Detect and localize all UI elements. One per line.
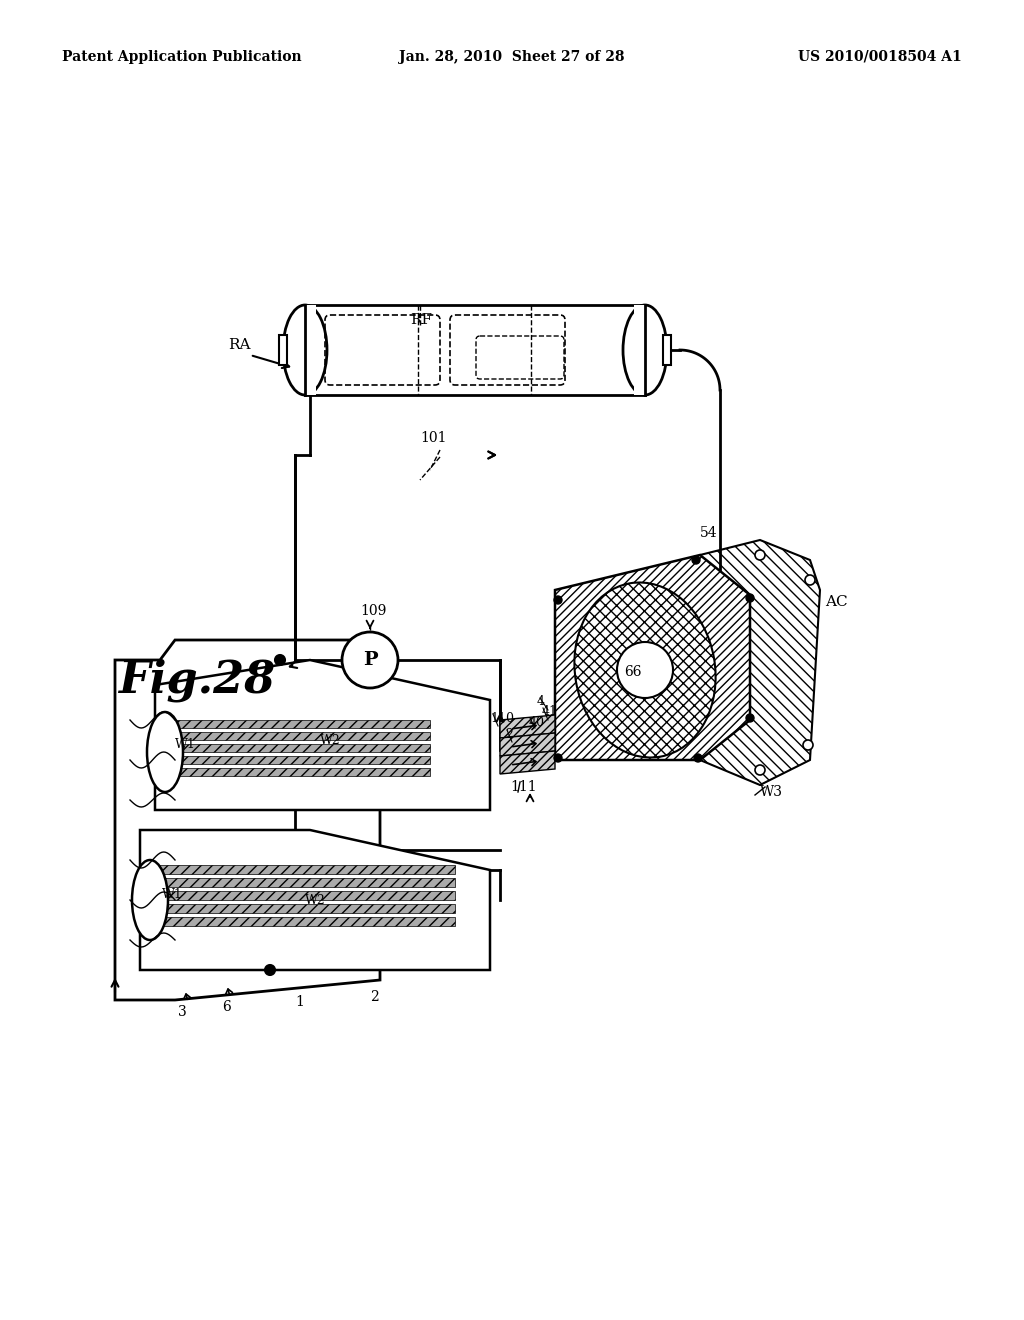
Text: 111: 111 [510, 780, 537, 795]
Text: W2: W2 [305, 894, 326, 907]
Polygon shape [170, 744, 430, 752]
Polygon shape [170, 733, 430, 741]
Text: 6: 6 [222, 1001, 230, 1014]
Polygon shape [555, 554, 750, 760]
Circle shape [554, 597, 562, 605]
Bar [663, 335, 671, 366]
Circle shape [554, 754, 562, 762]
Circle shape [275, 655, 285, 665]
Bar [279, 335, 287, 366]
Polygon shape [500, 751, 555, 774]
Circle shape [617, 642, 673, 698]
Circle shape [755, 766, 765, 775]
Text: 66: 66 [625, 665, 642, 678]
Circle shape [694, 754, 702, 762]
Text: 41: 41 [542, 705, 558, 718]
Text: Jan. 28, 2010  Sheet 27 of 28: Jan. 28, 2010 Sheet 27 of 28 [399, 50, 625, 63]
Text: 1: 1 [295, 995, 304, 1008]
Circle shape [755, 550, 765, 560]
Text: 4: 4 [537, 696, 545, 708]
Bar [634, 305, 645, 395]
Polygon shape [155, 904, 455, 913]
Text: W1: W1 [175, 738, 196, 751]
Circle shape [746, 594, 754, 602]
Polygon shape [155, 917, 455, 927]
Ellipse shape [283, 305, 327, 395]
Text: P: P [362, 651, 377, 669]
Text: Fig.28: Fig.28 [118, 659, 275, 702]
Ellipse shape [574, 582, 716, 758]
Text: 2: 2 [505, 729, 513, 741]
Text: 3: 3 [178, 1005, 186, 1019]
Text: RA: RA [228, 338, 251, 352]
Text: AC: AC [825, 595, 848, 609]
Circle shape [342, 632, 398, 688]
Text: RF: RF [410, 313, 432, 327]
Circle shape [265, 965, 275, 975]
Circle shape [803, 741, 813, 750]
Polygon shape [155, 878, 455, 887]
Polygon shape [170, 756, 430, 764]
Text: W3: W3 [760, 785, 783, 799]
Polygon shape [155, 891, 455, 900]
Ellipse shape [623, 305, 667, 395]
Text: 109: 109 [360, 605, 386, 618]
Polygon shape [155, 865, 455, 874]
Text: 101: 101 [420, 432, 446, 445]
Polygon shape [170, 768, 430, 776]
Text: W2: W2 [319, 734, 341, 747]
Polygon shape [500, 733, 555, 756]
Polygon shape [500, 715, 555, 738]
Polygon shape [140, 830, 490, 970]
Polygon shape [170, 719, 430, 729]
Ellipse shape [132, 861, 168, 940]
Text: 110: 110 [490, 711, 514, 725]
Text: Patent Application Publication: Patent Application Publication [62, 50, 302, 63]
Bar [305, 305, 316, 395]
Text: 40: 40 [529, 715, 545, 729]
Text: US 2010/0018504 A1: US 2010/0018504 A1 [799, 50, 962, 63]
Ellipse shape [147, 711, 183, 792]
Bar [305, 305, 645, 395]
Text: 2: 2 [370, 990, 379, 1005]
Circle shape [805, 576, 815, 585]
Circle shape [746, 714, 754, 722]
Polygon shape [155, 660, 490, 810]
Polygon shape [700, 540, 820, 785]
Circle shape [692, 556, 700, 564]
Text: 54: 54 [700, 525, 718, 540]
Text: W1: W1 [162, 888, 183, 902]
